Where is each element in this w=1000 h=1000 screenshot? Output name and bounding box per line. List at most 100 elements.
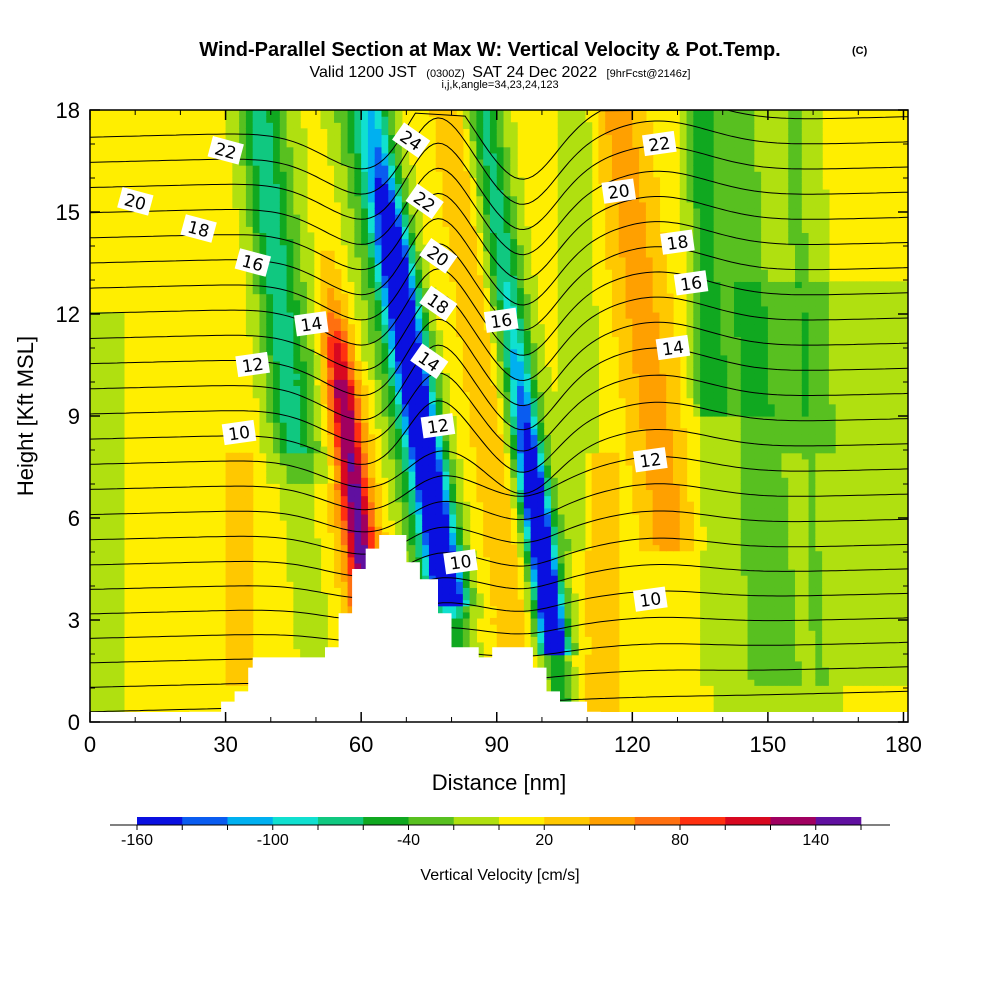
- velocity-cell: [361, 220, 369, 227]
- velocity-cell: [510, 367, 518, 374]
- velocity-cell: [564, 520, 572, 527]
- velocity-cell: [483, 232, 491, 240]
- velocity-cell: [571, 495, 579, 503]
- velocity-cell: [381, 140, 389, 148]
- velocity-cell: [286, 165, 294, 172]
- velocity-cell: [523, 483, 532, 491]
- velocity-cell: [571, 311, 579, 319]
- velocity-cell: [611, 556, 620, 564]
- velocity-cell: [340, 581, 349, 588]
- velocity-cell: [117, 507, 125, 515]
- velocity-cell: [537, 562, 545, 570]
- velocity-cell: [279, 214, 288, 221]
- velocity-cell: [469, 171, 477, 178]
- velocity-cell: [503, 348, 511, 356]
- velocity-cell: [618, 269, 627, 276]
- velocity-cell: [367, 244, 376, 252]
- velocity-cell: [273, 471, 281, 478]
- velocity-cell: [239, 673, 247, 680]
- velocity-cell: [286, 207, 294, 215]
- velocity-cell: [564, 403, 572, 411]
- velocity-cell: [476, 385, 484, 393]
- velocity-cell: [645, 165, 654, 172]
- velocity-cell: [469, 354, 477, 362]
- velocity-cell: [266, 263, 274, 270]
- velocity-cell: [361, 489, 369, 497]
- velocity-cell: [625, 318, 633, 325]
- velocity-cell: [259, 165, 267, 172]
- velocity-cell: [483, 354, 491, 362]
- velocity-cell: [422, 569, 430, 576]
- velocity-cell: [584, 697, 593, 705]
- velocity-cell: [320, 287, 328, 295]
- velocity-cell: [618, 318, 627, 325]
- velocity-cell: [483, 116, 491, 123]
- velocity-cell: [90, 477, 98, 484]
- velocity-cell: [456, 116, 464, 123]
- velocity-cell: [645, 275, 654, 282]
- velocity-cell: [300, 250, 308, 258]
- velocity-cell: [381, 189, 389, 197]
- velocity-cell: [483, 177, 491, 185]
- velocity-cell: [557, 489, 566, 497]
- velocity-cell: [632, 122, 640, 129]
- velocity-cell: [510, 287, 518, 295]
- velocity-cell: [340, 440, 349, 448]
- velocity-cell: [259, 336, 267, 344]
- velocity-cell: [90, 526, 98, 533]
- velocity-cell: [537, 397, 545, 405]
- velocity-cell: [286, 140, 294, 148]
- velocity-cell: [395, 281, 403, 289]
- velocity-cell: [313, 624, 322, 631]
- velocity-cell: [300, 544, 308, 552]
- velocity-cell: [639, 275, 647, 282]
- velocity-cell: [90, 318, 98, 325]
- velocity-cell: [279, 360, 288, 368]
- velocity-cell: [483, 250, 491, 258]
- velocity-cell: [340, 116, 349, 123]
- velocity-cell: [557, 587, 566, 595]
- velocity-cell: [367, 134, 376, 142]
- velocity-cell: [517, 526, 525, 533]
- velocity-cell: [510, 373, 518, 380]
- velocity-cell: [293, 281, 301, 289]
- velocity-cell: [259, 244, 267, 252]
- velocity-cell: [273, 220, 281, 227]
- velocity-cell: [489, 409, 498, 417]
- velocity-cell: [408, 214, 416, 221]
- velocity-cell: [652, 189, 661, 197]
- velocity-cell: [103, 520, 111, 527]
- velocity-cell: [401, 256, 410, 264]
- velocity-cell: [367, 324, 376, 331]
- velocity-cell: [442, 152, 450, 160]
- velocity-cell: [530, 379, 539, 386]
- velocity-cell: [442, 581, 450, 588]
- velocity-cell: [117, 311, 125, 319]
- velocity-cell: [327, 367, 335, 374]
- velocity-cell: [320, 624, 328, 631]
- velocity-cell: [537, 391, 545, 399]
- velocity-cell: [496, 177, 505, 185]
- velocity-cell: [103, 513, 111, 521]
- velocity-cell: [483, 165, 491, 172]
- velocity-cell: [374, 305, 383, 313]
- velocity-cell: [489, 452, 498, 460]
- velocity-cell: [279, 477, 288, 484]
- velocity-cell: [462, 275, 471, 282]
- velocity-cell: [347, 575, 355, 582]
- velocity-cell: [517, 434, 525, 442]
- velocity-cell: [645, 544, 654, 552]
- velocity-cell: [96, 624, 105, 631]
- velocity-cell: [435, 483, 444, 491]
- velocity-cell: [239, 575, 247, 582]
- velocity-cell: [306, 520, 315, 527]
- velocity-cell: [517, 483, 525, 491]
- velocity-cell: [605, 666, 613, 674]
- velocity-cell: [598, 544, 606, 552]
- velocity-cell: [279, 483, 288, 491]
- velocity-cell: [340, 299, 349, 307]
- velocity-cell: [517, 532, 525, 539]
- velocity-cell: [232, 171, 240, 178]
- subtitle-indices: i,j,k,angle=34,23,24,123: [441, 79, 558, 91]
- velocity-cell: [483, 183, 491, 191]
